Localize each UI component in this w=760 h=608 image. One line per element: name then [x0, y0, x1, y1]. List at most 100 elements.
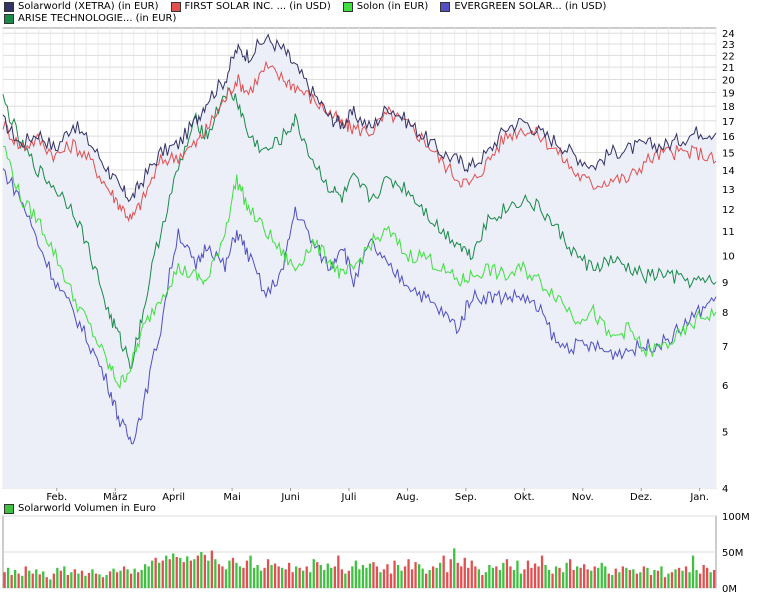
- volume-bar: [547, 570, 551, 588]
- volume-bar: [221, 566, 224, 588]
- series-line: [2, 168, 717, 445]
- x-tick-label: April: [162, 492, 185, 503]
- volume-legend-swatch: [4, 503, 14, 514]
- x-tick-label: Nov.: [572, 492, 594, 503]
- volume-bar: [600, 562, 603, 588]
- volume-bar: [709, 572, 712, 588]
- volume-bar: [439, 562, 442, 588]
- volume-bar: [235, 562, 238, 588]
- volume-bar: [154, 557, 157, 588]
- volume-bar: [530, 567, 533, 588]
- volume-bar: [70, 572, 73, 588]
- legend-label: ARISE TECHNOLOGIE... (in EUR): [18, 13, 177, 24]
- volume-bar: [681, 570, 684, 588]
- legend-item: Solon (in EUR): [342, 1, 428, 12]
- volume-bar: [263, 567, 266, 588]
- series-line: [2, 33, 717, 203]
- series-line: [2, 60, 717, 223]
- y-tick-label: 16: [722, 132, 735, 143]
- volume-bar: [309, 572, 312, 588]
- legend-swatch: [4, 1, 14, 12]
- volume-legend: Solarworld Volumen in Euro: [4, 503, 156, 514]
- volume-bar: [129, 573, 133, 588]
- volume-bar: [151, 560, 154, 588]
- volume-bar: [607, 573, 610, 588]
- volume-bar: [396, 565, 400, 588]
- volume-bar: [649, 575, 653, 588]
- volume-bar: [10, 575, 13, 588]
- volume-bar: [182, 562, 185, 588]
- volume-bar: [214, 559, 217, 588]
- volume-bar: [625, 567, 628, 588]
- legend-label: Solarworld (XETRA) (in EUR): [18, 1, 159, 12]
- volume-bar: [115, 572, 119, 588]
- volume-bar: [35, 569, 38, 588]
- volume-bar: [73, 569, 76, 588]
- volume-bar: [432, 566, 435, 588]
- volume-bar: [91, 569, 94, 588]
- volume-bar: [203, 554, 206, 588]
- x-tick-label: Aug.: [396, 492, 419, 503]
- volume-bar: [340, 569, 343, 588]
- volume-bar: [316, 562, 319, 588]
- volume-bar: [305, 566, 308, 588]
- volume-y-tick-label: 100M: [722, 512, 750, 523]
- volume-bar: [449, 559, 452, 588]
- volume-bar: [270, 565, 273, 588]
- volume-bar: [217, 564, 221, 588]
- volume-bar: [56, 567, 59, 588]
- volume-bar: [147, 566, 150, 588]
- y-tick-label: 24: [722, 29, 735, 40]
- volume-bar: [28, 570, 31, 588]
- volume-bar: [425, 573, 428, 588]
- volume-bar: [519, 573, 523, 588]
- volume-bar: [656, 570, 660, 588]
- volume-bar: [684, 566, 688, 588]
- volume-bar: [347, 570, 350, 588]
- volume-y-tick-label: 0M: [722, 584, 737, 595]
- legend-swatch: [170, 1, 181, 12]
- legend-item: Solarworld (XETRA) (in EUR): [4, 1, 159, 12]
- volume-bar: [288, 562, 291, 588]
- volume-bar: [375, 566, 379, 588]
- y-tick-label: 10: [722, 251, 735, 262]
- volume-bar: [3, 572, 6, 588]
- volume-bar: [126, 569, 129, 588]
- volume-bar: [421, 568, 424, 588]
- x-tick-label: Okt.: [514, 492, 535, 503]
- x-tick-label: Juli: [341, 492, 357, 503]
- volume-bar: [382, 569, 386, 588]
- volume-bar: [312, 559, 315, 588]
- volume-bar: [505, 559, 509, 588]
- volume-bar: [228, 560, 231, 588]
- volume-bar: [84, 575, 87, 588]
- volume-bar: [119, 570, 122, 588]
- series-line: [2, 86, 717, 369]
- y-tick-label: 4: [722, 484, 728, 495]
- volume-bar: [576, 566, 579, 588]
- volume-bar: [460, 566, 463, 588]
- volume-bar: [207, 560, 210, 588]
- volume-bar: [122, 566, 126, 588]
- volume-bar: [389, 573, 393, 588]
- volume-bar: [495, 566, 498, 588]
- y-tick-label: 22: [722, 51, 735, 62]
- volume-bar: [695, 570, 698, 588]
- volume-bar: [186, 556, 189, 588]
- series-line: [2, 145, 717, 390]
- volume-bar: [642, 566, 645, 588]
- volume-bar: [108, 571, 112, 588]
- legend-swatch: [342, 1, 353, 12]
- x-tick-label: Mai: [223, 492, 241, 503]
- volume-bar: [224, 569, 228, 588]
- volume-bar: [245, 560, 249, 588]
- volume-bar: [87, 572, 91, 588]
- volume-bar: [526, 560, 530, 588]
- volume-bar: [231, 557, 235, 588]
- volume-bar: [42, 571, 45, 588]
- volume-bar: [544, 565, 547, 588]
- volume-bar: [410, 569, 414, 588]
- y-tick-label: 12: [722, 205, 735, 216]
- volume-bar: [337, 555, 340, 588]
- volume-bar: [49, 579, 52, 588]
